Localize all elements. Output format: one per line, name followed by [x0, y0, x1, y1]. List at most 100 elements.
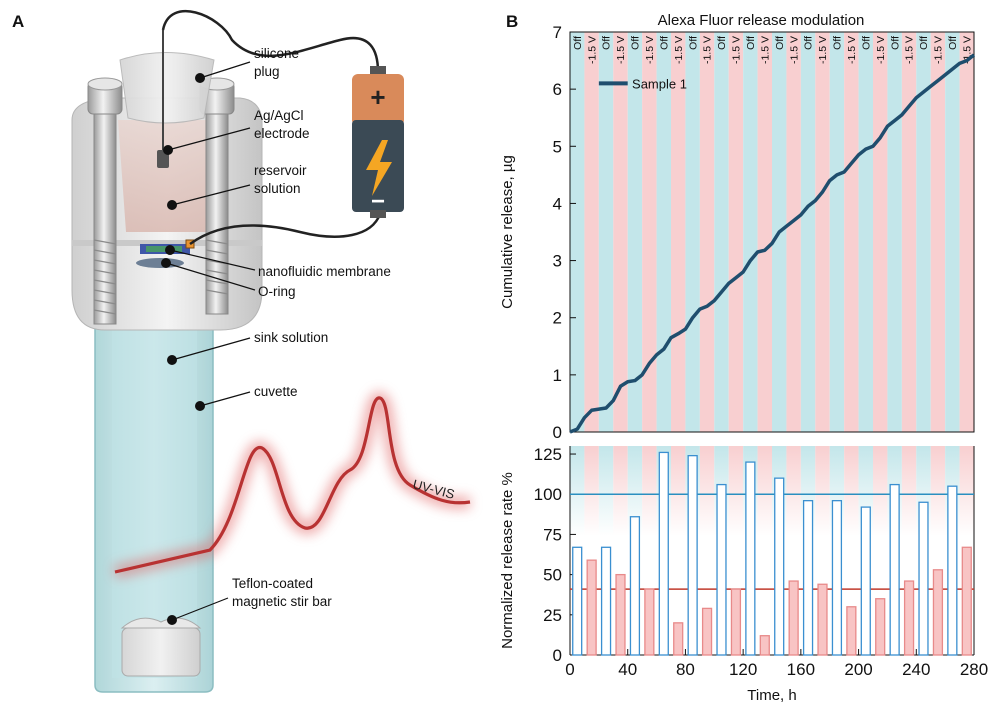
label-electrode-2: electrode — [254, 126, 310, 141]
chart-panel: Off -1.5 V Off -1.5 V Off -1.5 V Off -1.5 V Off -… — [490, 0, 993, 708]
y-tick-label: 100 — [534, 485, 562, 504]
top-plot-frame — [569, 31, 975, 433]
bar-minus-1-5v — [759, 635, 770, 656]
y-tick-label: 0 — [553, 646, 562, 665]
x-tick-label: 240 — [902, 660, 930, 679]
phase-band — [844, 32, 859, 432]
phase-label: -1.5 V — [586, 36, 598, 64]
bar-off — [918, 501, 929, 656]
phase-label: -1.5 V — [702, 36, 714, 64]
phase-band-fade — [671, 446, 686, 566]
bar-minus-1-5v — [932, 569, 944, 656]
y-tick-label: 7 — [553, 23, 562, 42]
phase-band-fade — [873, 446, 888, 566]
label-plug-1: silicone — [254, 46, 299, 61]
bottom-bars — [572, 451, 972, 656]
phase-band — [584, 32, 599, 432]
bar-minus-1-5v — [875, 598, 886, 656]
x-axis-label: Time, h — [747, 687, 796, 704]
phase-bands — [570, 32, 974, 566]
phase-band — [930, 32, 946, 432]
phase-label: -1.5 V — [673, 36, 685, 64]
x-tick-label: 0 — [565, 660, 574, 679]
bar-off — [774, 477, 785, 656]
phase-band — [642, 32, 657, 432]
battery: + − — [352, 66, 404, 218]
bar-off — [600, 546, 612, 656]
phase-label: -1.5 V — [615, 36, 627, 64]
top-series — [569, 53, 976, 434]
label-electrode-1: Ag/AgCl — [254, 108, 304, 123]
bar-off — [629, 516, 641, 656]
phase-band — [728, 32, 744, 432]
phase-band-fade — [598, 446, 614, 566]
bar-off — [687, 454, 698, 656]
bar-minus-1-5v — [730, 588, 742, 656]
bar-off — [802, 500, 814, 656]
phase-label: -1.5 V — [846, 36, 858, 64]
x-tick-label: 40 — [618, 660, 637, 679]
phase-band — [671, 32, 686, 432]
phase-label: -1.5 V — [759, 36, 771, 64]
label-membrane: nanofluidic membrane — [258, 264, 391, 279]
x-tick-label: 80 — [676, 660, 695, 679]
label-sink: sink solution — [254, 330, 328, 345]
phase-band — [901, 32, 917, 432]
phase-band — [714, 32, 729, 432]
apparatus-illustration: + − UV-VIS silicone plug Ag/AgCl electro… — [0, 0, 500, 708]
phase-label: Off — [947, 36, 959, 50]
phase-band — [858, 32, 873, 432]
legend-label: Sample 1 — [632, 76, 687, 91]
phase-band-fade — [613, 446, 628, 566]
phase-band — [945, 32, 960, 432]
x-tick-label: 280 — [960, 660, 988, 679]
bar-off — [658, 451, 669, 656]
battery-plus-sign: + — [370, 82, 385, 112]
x-tick-label: 160 — [787, 660, 815, 679]
phase-band — [873, 32, 888, 432]
y-tick-label: 0 — [553, 423, 562, 442]
phase-band — [656, 32, 671, 432]
label-reservoir-1: reservoir — [254, 163, 307, 178]
bar-minus-1-5v — [903, 580, 915, 656]
chart-title: Alexa Fluor release modulation — [658, 12, 865, 29]
phase-label: -1.5 V — [817, 36, 829, 64]
phase-label: Off — [716, 36, 728, 50]
label-cuvette: cuvette — [254, 384, 298, 399]
phase-band-fade — [728, 446, 744, 566]
bolt-left — [87, 77, 123, 325]
phase-band — [613, 32, 628, 432]
phase-label: -1.5 V — [731, 36, 743, 64]
y-tick-label: 75 — [543, 525, 562, 544]
phase-label: Off — [774, 36, 786, 50]
y-tick-label: 1 — [553, 366, 562, 385]
phase-band-fade — [959, 446, 974, 566]
phase-band — [627, 32, 643, 432]
chart-svg: Off -1.5 V Off -1.5 V Off -1.5 V Off -1.5 V Off -… — [499, 12, 988, 704]
phase-band-fade — [570, 446, 585, 566]
phase-label: -1.5 V — [644, 36, 656, 64]
label-stirbar-2: magnetic stir bar — [232, 594, 332, 609]
y-tick-label: 50 — [543, 566, 562, 585]
bar-minus-1-5v — [644, 588, 655, 656]
x-tick-label: 200 — [844, 660, 872, 679]
phase-band — [815, 32, 830, 432]
phase-label: Off — [630, 36, 642, 50]
y-tick-label: 6 — [553, 80, 562, 99]
phase-label: Off — [803, 36, 815, 50]
wire-bottom — [189, 213, 382, 246]
uv-vis-trace: UV-VIS — [113, 392, 471, 578]
battery-minus-sign: − — [371, 188, 385, 215]
top-ylabel: Cumulative release, µg — [499, 155, 516, 309]
silicone-plug — [119, 52, 215, 124]
phase-band — [959, 32, 974, 432]
legend: Sample 1 — [598, 76, 687, 91]
bar-minus-1-5v — [586, 559, 597, 656]
phase-label: Off — [601, 36, 613, 50]
phase-label: Off — [918, 36, 930, 50]
bottom-ylabel: Normalized release rate % — [499, 472, 516, 649]
bar-off — [745, 461, 756, 656]
bar-minus-1-5v — [615, 573, 626, 656]
bar-off — [947, 485, 958, 656]
phase-band — [786, 32, 801, 432]
